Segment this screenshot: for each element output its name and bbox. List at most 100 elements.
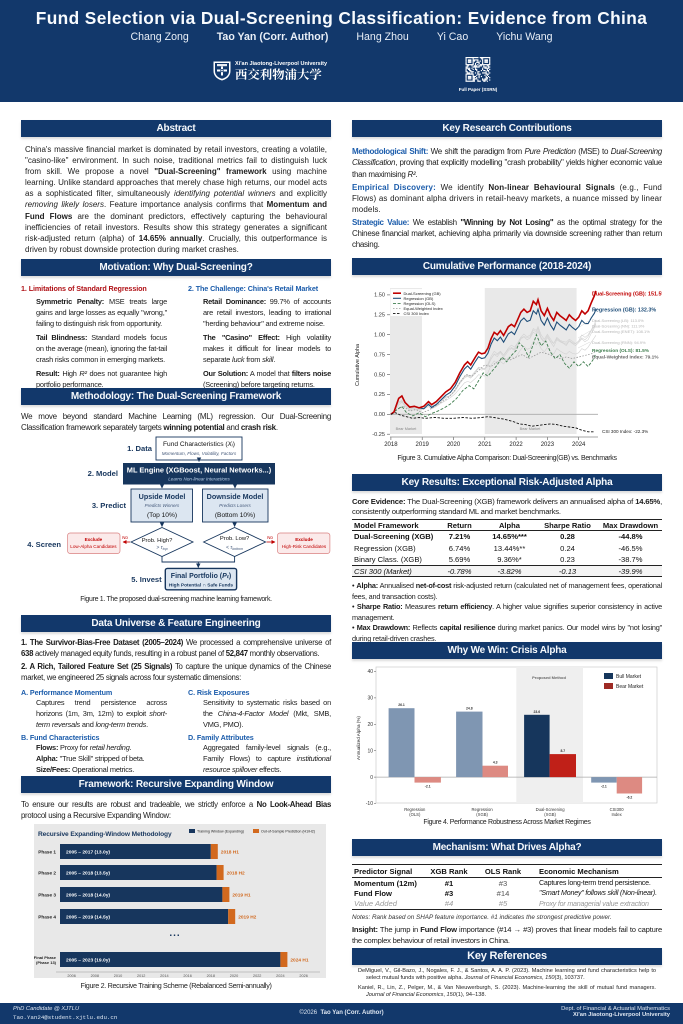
svg-text:2010: 2010 <box>114 974 122 978</box>
svg-text:Final Portfolio (Pₜ): Final Portfolio (Pₜ) <box>171 573 231 580</box>
svg-text:Dual-Screening: Dual-Screening <box>536 807 566 812</box>
svg-text:Dual-Screening (LB): 113.0%: Dual-Screening (LB): 113.0% <box>592 318 644 323</box>
svg-text:2005 – 2018 (14.0y): 2005 – 2018 (14.0y) <box>66 893 110 899</box>
svg-text:2022: 2022 <box>253 974 261 978</box>
svg-text:Dual-Screening (GB): 151.5%: Dual-Screening (GB): 151.5% <box>592 292 662 298</box>
svg-text:1.00: 1.00 <box>374 333 385 339</box>
svg-text:Regression (GB): Regression (GB) <box>404 296 434 301</box>
svg-text:0.75: 0.75 <box>374 352 385 358</box>
svg-text:2020: 2020 <box>447 442 461 448</box>
svg-text:2020: 2020 <box>230 974 238 978</box>
svg-text:2018: 2018 <box>384 442 398 448</box>
svg-text:High Potential ∩ Safe Funds: High Potential ∩ Safe Funds <box>169 583 234 589</box>
svg-text:Recursive Expanding-Window Met: Recursive Expanding-Window Methodology <box>38 831 172 838</box>
svg-text:Index: Index <box>611 812 622 817</box>
svg-text:2023: 2023 <box>541 442 555 448</box>
svg-text:2024: 2024 <box>276 974 284 978</box>
svg-text:No: No <box>267 535 273 540</box>
svg-text:Annualized Alpha (%): Annualized Alpha (%) <box>356 716 361 760</box>
svg-text:Dual-Screening (NN): 111.9%: Dual-Screening (NN): 111.9% <box>592 324 645 329</box>
svg-text:4.3: 4.3 <box>493 761 498 765</box>
svg-text:(Bottom 10%): (Bottom 10%) <box>215 512 255 519</box>
svg-text:2008: 2008 <box>91 974 99 978</box>
svg-text:24.8: 24.8 <box>466 707 473 711</box>
svg-text:Regression (OLS): 81.5%: Regression (OLS): 81.5% <box>592 348 650 354</box>
svg-text:2016: 2016 <box>183 974 191 978</box>
svg-text:2019 H1: 2019 H1 <box>232 893 250 899</box>
svg-text:0.25: 0.25 <box>374 392 385 398</box>
svg-text:Bear Market: Bear Market <box>616 684 644 690</box>
svg-text:Dual-Screening (ENET): 108.1%: Dual-Screening (ENET): 108.1% <box>592 329 650 334</box>
svg-text:2005 – 2023 (19.0y): 2005 – 2023 (19.0y) <box>66 958 110 964</box>
svg-text:(XGB): (XGB) <box>544 812 556 817</box>
svg-text:2018 H2: 2018 H2 <box>227 871 245 877</box>
svg-text:-2.1: -2.1 <box>425 785 431 789</box>
svg-text:(Phase 13): (Phase 13) <box>36 960 57 965</box>
svg-text:0.50: 0.50 <box>374 372 385 378</box>
svg-text:2024: 2024 <box>572 442 586 448</box>
svg-text:CSI 300 Index: CSI 300 Index <box>404 311 429 316</box>
svg-text:CSI300: CSI300 <box>610 807 625 812</box>
svg-text:Dual-Screening (GB): Dual-Screening (GB) <box>404 291 442 296</box>
svg-text:Exclude: Exclude <box>295 537 313 542</box>
svg-text:Out-of-Sample Prediction (H1/H: Out-of-Sample Prediction (H1/H2) <box>261 830 315 834</box>
svg-text:40: 40 <box>367 669 373 675</box>
svg-text:Bull Market: Bull Market <box>616 674 642 680</box>
svg-text:-0.25: -0.25 <box>372 432 385 438</box>
svg-text:Momentum, Flows, Volatility, F: Momentum, Flows, Volatility, Factors <box>162 451 237 456</box>
svg-text:Equal-Weighted Index: Equal-Weighted Index <box>404 306 443 311</box>
svg-text:Training Window (Expanding): Training Window (Expanding) <box>197 830 244 834</box>
svg-text:CSI 300 Index: -22.3%: CSI 300 Index: -22.3% <box>602 429 648 434</box>
svg-text:0: 0 <box>370 775 373 781</box>
svg-text:(OLS): (OLS) <box>409 812 421 817</box>
svg-text:Cumulative Alpha: Cumulative Alpha <box>355 344 361 386</box>
svg-text:2005 – 2019 (14.5y): 2005 – 2019 (14.5y) <box>66 915 110 921</box>
svg-text:Phase 4: Phase 4 <box>38 915 56 920</box>
svg-text:2. Model: 2. Model <box>88 469 118 478</box>
svg-text:Predicts Winners: Predicts Winners <box>145 503 180 508</box>
svg-text:Prob. High?: Prob. High? <box>142 538 173 544</box>
svg-text:-6.2: -6.2 <box>626 796 632 800</box>
svg-text:ML Engine (XGBoost, Neural Net: ML Engine (XGBoost, Neural Networks...) <box>127 466 272 475</box>
svg-text:Phase 3: Phase 3 <box>38 893 56 898</box>
svg-text:2005 – 2018 (13.5y): 2005 – 2018 (13.5y) <box>66 871 110 877</box>
svg-text:4. Screen: 4. Screen <box>27 540 61 549</box>
svg-text:Predicts Losers: Predicts Losers <box>219 503 251 508</box>
svg-text:30: 30 <box>367 696 373 702</box>
svg-text:1.25: 1.25 <box>374 313 385 319</box>
svg-text:23.6: 23.6 <box>533 710 540 714</box>
svg-text:0.00: 0.00 <box>374 412 385 418</box>
svg-text:2006: 2006 <box>67 974 75 978</box>
svg-text:Prob. Low?: Prob. Low? <box>220 536 250 542</box>
svg-text:Dual-Screening (RNN): 94.9%: Dual-Screening (RNN): 94.9% <box>592 340 646 345</box>
svg-text:Learns Non-linear Interactions: Learns Non-linear Interactions <box>168 477 230 482</box>
svg-text:1. Data: 1. Data <box>127 444 153 453</box>
svg-text:2026: 2026 <box>299 974 307 978</box>
svg-text:No: No <box>122 535 128 540</box>
svg-text:Bear Market: Bear Market <box>520 427 542 431</box>
svg-text:Proposed Method: Proposed Method <box>532 675 566 680</box>
svg-text:High-Risk Candidates: High-Risk Candidates <box>282 544 327 549</box>
svg-text:2005 – 2017 (13.0y): 2005 – 2017 (13.0y) <box>66 850 110 856</box>
svg-text:2018: 2018 <box>207 974 215 978</box>
svg-text:Equal-Weighted Index: 79.1%: Equal-Weighted Index: 79.1% <box>592 355 659 361</box>
svg-text:5. Invest: 5. Invest <box>131 575 162 584</box>
svg-text:Phase 2: Phase 2 <box>38 871 56 876</box>
svg-text:1.50: 1.50 <box>374 293 385 299</box>
svg-text:8.7: 8.7 <box>560 749 565 753</box>
svg-text:2022: 2022 <box>509 442 523 448</box>
svg-text:Exclude: Exclude <box>85 537 103 542</box>
svg-text:-10: -10 <box>366 801 373 807</box>
svg-text:3. Predict: 3. Predict <box>92 501 127 510</box>
svg-text:Low-Alpha Candidates: Low-Alpha Candidates <box>70 544 117 549</box>
svg-text:(Top 10%): (Top 10%) <box>147 512 177 519</box>
svg-text:Final Phase: Final Phase <box>34 955 57 960</box>
svg-text:2024 H1: 2024 H1 <box>290 958 308 964</box>
svg-text:2019 H2: 2019 H2 <box>238 915 256 921</box>
svg-text:Phase 1: Phase 1 <box>38 850 56 855</box>
svg-text:-2.1: -2.1 <box>601 785 607 789</box>
svg-text:Regression (GB): 132.3%: Regression (GB): 132.3% <box>592 308 656 314</box>
svg-text:2019: 2019 <box>416 442 430 448</box>
svg-text:2018 H1: 2018 H1 <box>221 850 239 856</box>
svg-text:10: 10 <box>367 748 373 754</box>
